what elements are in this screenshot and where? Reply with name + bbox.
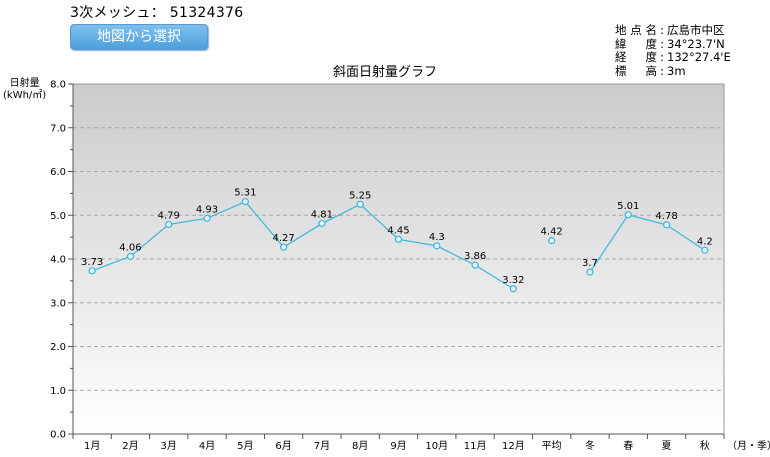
longitude-row: 経度:132°27.4'E — [615, 50, 731, 64]
elevation-value: 3m — [667, 63, 686, 78]
x-tick-label: 8月 — [352, 440, 368, 452]
data-label: 4.42 — [541, 227, 563, 238]
data-label: 4.79 — [158, 210, 180, 221]
x-tick-label: 冬 — [585, 439, 595, 452]
x-tick-label: 平均 — [542, 440, 562, 452]
location-name-value: 広島市中区 — [667, 23, 725, 37]
data-label: 5.31 — [234, 188, 256, 199]
latitude-value: 34°23.7'N — [667, 36, 725, 51]
series-segment — [91, 200, 514, 290]
data-labels: 3.73 4.06 4.79 4.93 5.31 4.27 4.81 5.25 4.45 4.3 3… — [81, 188, 713, 286]
data-label: 3.86 — [464, 251, 486, 262]
data-point — [318, 219, 326, 228]
elevation-row: 標高:3m — [615, 63, 686, 78]
x-tick-label: 4月 — [199, 440, 215, 452]
data-point — [165, 220, 173, 229]
mesh-label-text: 3次メッシュ： — [70, 5, 166, 21]
select-from-map-button[interactable]: 地図から選択 — [70, 24, 208, 50]
data-point — [701, 246, 709, 254]
data-point — [356, 200, 364, 208]
x-tick-label: 2月 — [122, 440, 138, 452]
x-tick-label: 秋 — [700, 439, 710, 452]
data-point — [394, 235, 403, 243]
y-tick-label: 2.0 — [50, 342, 66, 353]
x-tick-label: 春 — [623, 440, 633, 452]
data-label: 4.27 — [272, 233, 294, 244]
data-point — [548, 237, 556, 245]
data-label: 3.7 — [582, 258, 598, 269]
x-tick-label: 7月 — [314, 440, 330, 452]
data-label: 5.01 — [617, 201, 639, 212]
y-tick-label: 8.0 — [50, 80, 66, 91]
axes: 0.0 1.0 2.0 3.0 4.0 5.0 6.0 7.0 8.0 1月 2月 3月 4月 5月 6月 7… — [50, 80, 770, 453]
elevation-key: 標高 — [615, 63, 657, 78]
x-tick-label: 6月 — [275, 440, 291, 452]
data-point — [88, 267, 96, 275]
chart-title: 斜面日射量グラフ — [332, 65, 437, 80]
y-tick-label: 5.0 — [50, 211, 66, 222]
x-tick-label: 5月 — [237, 440, 253, 452]
data-label: 3.73 — [81, 257, 103, 268]
y-tick-label: 6.0 — [50, 167, 66, 178]
data-label: 4.06 — [119, 242, 141, 253]
x-tick-label: 10月 — [425, 440, 448, 452]
location-name-key: 地点名 — [615, 23, 657, 37]
location-info: 地点名: 広島市中区 緯度:34°23.7'N 経度:132°27.4'E 標高:… — [615, 23, 731, 78]
y-tick-label: 0.0 — [50, 430, 66, 441]
data-point — [203, 214, 211, 222]
data-label: 4.81 — [311, 210, 333, 221]
y-tick-label: 3.0 — [50, 298, 66, 309]
x-tick-label: 9月 — [390, 440, 406, 452]
x-tick-label: 3月 — [161, 440, 177, 452]
data-point — [126, 252, 135, 260]
data-label: 4.78 — [655, 211, 677, 222]
location-name-row: 地点名: 広島市中区 — [615, 23, 725, 37]
series-segment — [589, 214, 706, 273]
longitude-key: 経度 — [615, 50, 657, 64]
data-point — [662, 221, 671, 229]
latitude-row: 緯度:34°23.7'N — [615, 36, 725, 51]
data-label: 5.25 — [349, 190, 371, 201]
data-point — [471, 261, 479, 269]
y-axis-label: 日射量 (kWh/㎡) — [3, 78, 46, 102]
data-label: 4.93 — [196, 204, 218, 215]
x-axis-label: （月・季） — [727, 440, 770, 452]
data-point — [624, 211, 632, 219]
x-tick-label: 夏 — [662, 440, 672, 452]
data-point — [586, 268, 594, 276]
data-label: 4.2 — [697, 236, 713, 247]
latitude-key: 緯度 — [615, 36, 657, 51]
y-axis-label-line1: 日射量 — [9, 78, 40, 89]
data-point — [280, 243, 288, 251]
data-point — [433, 242, 441, 250]
x-tick-label: 12月 — [502, 440, 525, 452]
y-axis-label-line2: (kWh/㎡) — [3, 90, 47, 101]
grid-lines — [73, 127, 724, 391]
longitude-value: 132°27.4'E — [667, 50, 731, 64]
y-tick-label: 1.0 — [50, 386, 66, 397]
y-tick-label: 4.0 — [50, 255, 66, 266]
series-line — [88, 198, 709, 293]
x-tick-label: 1月 — [84, 440, 100, 452]
data-point — [241, 198, 249, 206]
data-label: 4.3 — [429, 232, 445, 243]
data-label: 3.32 — [502, 275, 524, 286]
mesh-code-value: 51324376 — [169, 5, 244, 21]
mesh-code-label: 3次メッシュ： 51324376 — [70, 2, 243, 22]
y-tick-label: 7.0 — [50, 123, 66, 134]
data-point — [509, 285, 517, 293]
x-tick-label: 11月 — [464, 440, 487, 452]
data-label: 4.45 — [387, 225, 409, 236]
